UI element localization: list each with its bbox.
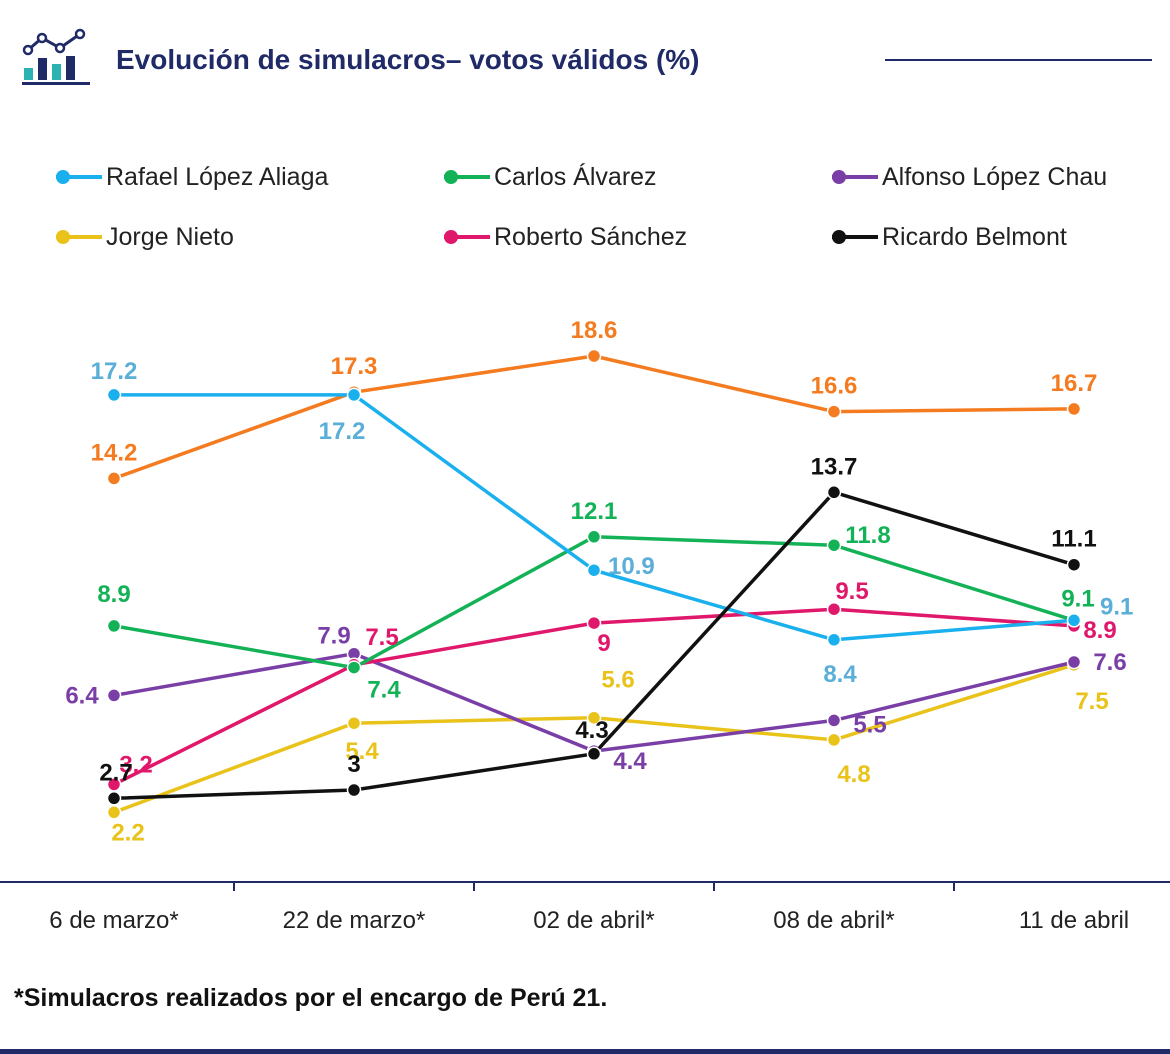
data-label: 7.5 [1075,688,1108,715]
data-label: 7.5 [365,624,398,651]
line-chart: 6 de marzo* 22 de marzo* 02 de abril* 08 de… [0,317,1170,934]
data-label: 14.2 [91,439,138,466]
data-label: 7.9 [317,623,350,650]
data-label: 6.4 [65,682,99,709]
data-label: 4.3 [575,717,608,744]
data-point [1066,654,1082,670]
series-line-series-6 [112,354,1076,481]
legend-item-roberto-sanchez: Roberto Sánchez [444,222,687,252]
data-point [586,348,602,364]
data-point [826,537,842,553]
data-label: 12.1 [571,498,618,525]
legend-item-alfonso-lopez-chau: Alfonso López Chau [832,162,1107,192]
data-point [346,660,362,675]
data-point [346,387,362,403]
data-label: 5.6 [601,667,634,694]
data-label: 2.2 [111,819,144,846]
series-line-carlos-alvarez [112,535,1076,670]
data-label: 13.7 [811,453,858,480]
data-label: 4.8 [837,761,870,788]
legend-label: Carlos Álvarez [494,162,657,191]
legend-label: Alfonso López Chau [882,162,1108,191]
bar-line-chart-icon [22,28,90,85]
data-point [586,529,602,545]
data-label: 18.6 [571,317,618,344]
legend-swatch [56,162,102,192]
data-label: 5.5 [853,711,886,738]
chart-header: Evolución de simulacros– votos válidos (… [0,0,1170,110]
data-label: 3.2 [119,751,152,778]
data-point [106,471,122,486]
data-label: 10.9 [608,553,655,580]
legend-label: Rafael López Aliaga [106,162,329,191]
data-point [586,615,602,631]
data-point [826,601,842,617]
data-label: 8.9 [97,581,130,608]
header-divider [885,59,1152,61]
legend-item-ricardo-belmont: Ricardo Belmont [832,222,1067,252]
data-point [1066,613,1082,628]
x-tick-label: 11 de abril [1019,907,1129,934]
data-point [586,746,602,762]
data-label: 8.4 [823,661,857,688]
legend-label: Ricardo Belmont [882,222,1067,251]
data-label: 7.6 [1093,649,1126,676]
data-point [826,732,842,748]
data-label: 9.5 [835,578,868,605]
data-point [826,404,842,419]
legend-label: Roberto Sánchez [494,222,688,251]
data-point [106,387,122,403]
x-tick-label: 08 de abril* [773,907,894,934]
data-label: 11.1 [1051,526,1096,553]
x-tick-label: 22 de marzo* [283,907,426,934]
data-point [826,632,842,648]
data-point [346,715,362,731]
legend-item-jorge-nieto: Jorge Nieto [56,222,234,252]
legend-item-carlos-alvarez: Carlos Álvarez [444,162,657,192]
legend-swatch [56,222,102,252]
data-label: 8.9 [1083,617,1116,644]
data-point [106,805,122,820]
footnote: *Simulacros realizados por el encargo de… [14,984,608,1012]
data-label: 16.7 [1051,370,1098,397]
data-point [106,618,122,634]
data-label: 7.4 [367,677,401,704]
data-label: 5.4 [345,738,379,765]
data-point [826,713,842,728]
data-label: 9.1 [1100,593,1133,620]
data-label: 11.8 [845,522,890,549]
data-label: 9.1 [1061,585,1094,612]
data-point [586,710,602,725]
x-tick-label: 6 de marzo* [49,907,178,934]
data-label: 4.4 [613,748,647,775]
data-label: 17.3 [331,353,378,380]
legend-swatch [444,162,490,192]
data-point [826,485,842,500]
data-point [346,782,362,798]
data-label: 17.2 [319,418,366,445]
legend-swatch [832,222,878,252]
data-label: 2.7 [99,759,132,786]
data-point [106,791,122,806]
data-label: 16.6 [811,373,858,400]
data-point [106,777,122,792]
data-label: 17.2 [91,358,138,385]
legend-swatch [444,222,490,252]
bottom-divider [0,1049,1170,1054]
legend-swatch [832,162,878,192]
data-point [106,688,122,703]
chart-legend: Rafael López Aliaga Carlos Álvarez Alfonso… [0,150,1170,260]
x-tick-label: 02 de abril* [533,907,654,934]
data-point [1066,401,1082,417]
data-point [586,562,602,578]
data-label: 3 [347,751,360,778]
data-point [1066,557,1082,572]
legend-item-rafael-lopez-aliaga: Rafael López Aliaga [56,162,328,192]
legend-label: Jorge Nieto [106,222,234,251]
data-label: 9 [597,630,610,657]
chart-title: Evolución de simulacros– votos válidos (… [116,44,700,75]
